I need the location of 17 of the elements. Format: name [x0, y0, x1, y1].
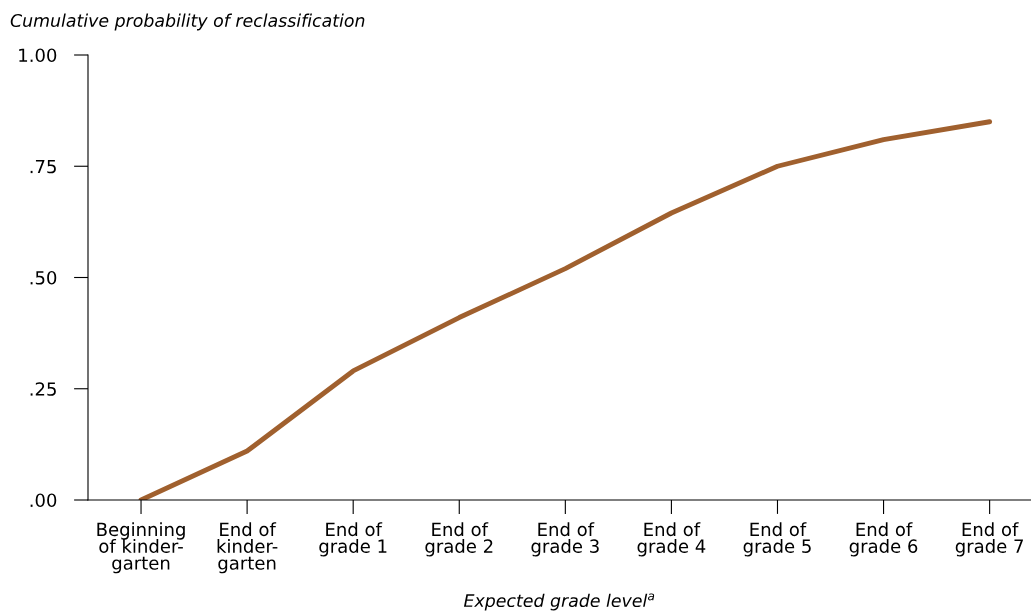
x-tick-label: End of grade 4 [637, 522, 706, 557]
y-tick-label: .50 [30, 270, 57, 285]
x-axis-title: Expected grade level$^{a}$ [463, 593, 655, 611]
x-tick-label: End of grade 6 [849, 522, 918, 557]
y-tick-label: .25 [30, 382, 56, 396]
line-series [138, 119, 993, 500]
x-tick-label: End of grade 3 [531, 522, 599, 557]
x-tick-label: End of grade 2 [425, 522, 493, 557]
y-tick-label: 1.00 [19, 48, 57, 63]
x-tick-label: End of grade 1 [319, 522, 387, 557]
y-tick-label: .75 [30, 159, 56, 174]
x-tick-label: Beginning of kinder- garten [97, 522, 185, 574]
y-tick-label: .00 [30, 493, 57, 508]
x-tick-label: End of kinder- garten [217, 522, 278, 574]
y-axis-title: Cumulative probability of reclassification [10, 13, 365, 31]
x-tick-label: End of grade 7 [955, 522, 1023, 557]
x-tick-label: End of grade 5 [743, 522, 811, 557]
